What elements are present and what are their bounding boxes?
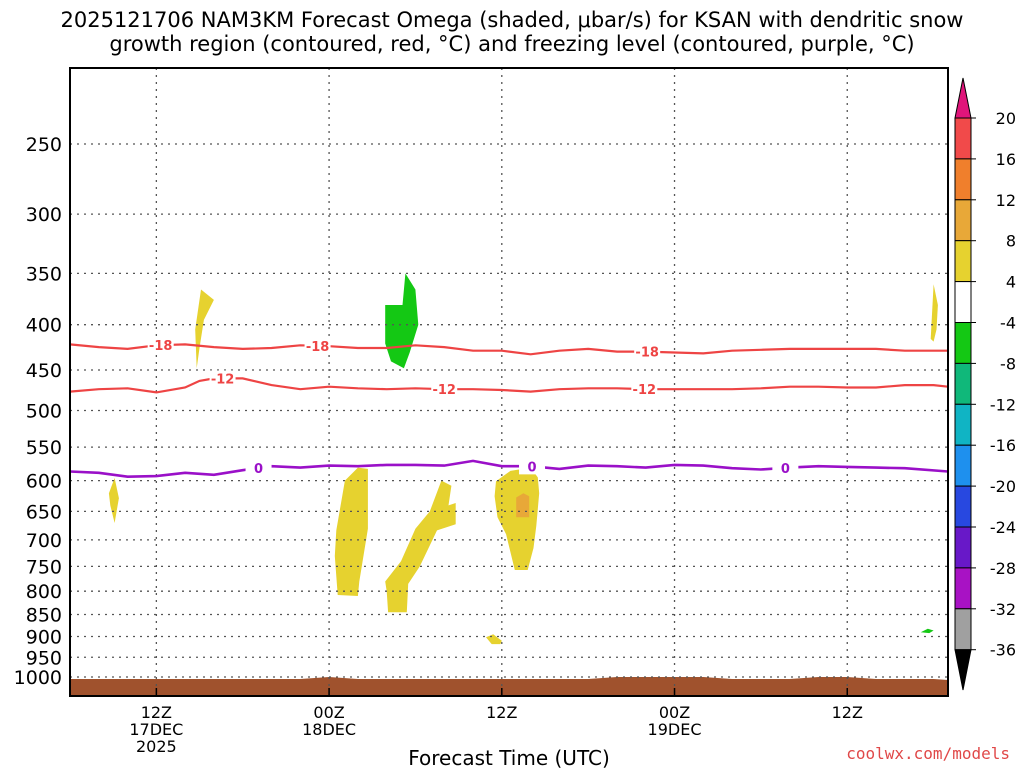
freezing-level-label-bg-0 [245,460,272,477]
colorbar-bin-9 [954,444,972,487]
dgz-minus18-label-0: -18 [149,339,173,354]
colorbar-bin-11 [954,526,972,569]
colorbar-bottom-arrow [954,649,972,691]
dgz-minus18-label-2: -18 [635,346,659,361]
y-tick-500: 500 [26,401,62,423]
y-tick-400: 400 [26,315,62,337]
colorbar-label-2: 12 [996,191,1016,210]
colorbar-label-6: -8 [1000,354,1016,373]
colorbar-bin-4 [954,240,972,283]
dgz-minus18-label-bg-0 [147,337,174,354]
y-tick-750: 750 [26,556,62,578]
freezing-level-label-bg-2 [772,459,799,476]
grid-layer [70,68,948,696]
omega-yellow-7 [930,284,938,342]
dgz-minus12-line [69,377,949,394]
colorbar-bin-1 [954,117,972,160]
colorbar-bin-2 [954,158,972,201]
y-tick-800: 800 [26,581,62,603]
colorbar-label-13: -36 [990,641,1016,660]
x-tick-label-42-0: 00Z [659,703,690,722]
dgz-minus12-label-2: -12 [633,383,657,398]
pressure-axis: 2503003504004505005506006507007508008509… [14,134,62,689]
colorbar-top-arrow [954,77,972,119]
freezing-level-label-2: 0 [781,462,790,477]
colorbar-label-1: 16 [996,150,1016,169]
y-tick-350: 350 [26,263,62,285]
omega-green-1 [385,273,419,369]
freezing-level-label-bg-1 [519,458,546,475]
dgz-minus12-label-1: -12 [432,383,456,398]
omega-shading-layer [108,273,938,645]
omega-yellow-2 [108,478,119,523]
colorbar-label-7: -12 [990,395,1016,414]
omega-yellow-1 [195,289,214,369]
colorbar-bin-7 [954,362,972,405]
y-tick-950: 950 [26,647,62,669]
ground-below-surface [70,677,948,696]
dgz-minus12-label-bg-1 [431,381,458,398]
dgz-minus12-label-bg-2 [631,381,658,398]
x-tick-label-30-0: 12Z [486,703,517,722]
chart-title-line2: growth region (contoured, red, °C) and f… [109,32,915,56]
colorbar-label-3: 8 [1006,232,1016,251]
credit-text: coolwx.com/models [846,744,1010,763]
plot-frame [69,67,949,697]
colorbar-bin-5 [954,281,972,324]
y-tick-300: 300 [26,204,62,226]
y-tick-250: 250 [26,134,62,156]
y-tick-1000: 1000 [14,667,62,689]
colorbar-bin-3 [954,199,972,242]
dgz-minus18-label-bg-2 [634,343,661,360]
colorbar-label-0: 20 [996,109,1016,128]
y-tick-450: 450 [26,360,62,382]
colorbar-bin-6 [954,322,972,364]
x-tick-label-42-1: 19DEC [648,720,702,739]
colorbar-bin-13 [954,608,972,651]
x-tick-label-18-1: 18DEC [302,720,356,739]
omega-yellow-5 [494,467,540,570]
x-tick-label-6-1: 17DEC [129,720,183,739]
freezing-level-label-1: 0 [528,460,537,475]
chart-title-line1: 2025121706 NAM3KM Forecast Omega (shaded… [60,8,964,32]
x-tick-label-6-0: 12Z [141,703,172,722]
y-tick-850: 850 [26,605,62,627]
omega-orange-1 [516,493,530,518]
colorbar-label-5: -4 [1000,314,1016,333]
omega-green-2 [920,628,934,634]
x-tick-label-6-2: 2025 [136,737,177,756]
omega-yellow-4 [385,480,456,613]
dgz-minus12-label-0: -12 [211,372,235,387]
dgz-minus12-label-bg-0 [209,370,236,387]
y-tick-550: 550 [26,437,62,459]
colorbar-label-11: -28 [990,559,1016,578]
y-tick-600: 600 [26,471,62,493]
colorbar-bin-10 [954,485,972,528]
y-tick-650: 650 [26,501,62,523]
x-axis-title: Forecast Time (UTC) [408,746,610,768]
colorbar-label-12: -32 [990,600,1016,619]
colorbar-label-10: -24 [990,518,1016,537]
omega-yellow-3 [334,467,368,596]
colorbar-label-9: -20 [990,477,1016,496]
dgz-minus18-line [69,343,948,356]
dgz-minus18-label-bg-1 [304,337,331,354]
y-tick-900: 900 [26,626,62,648]
colorbar-bin-8 [954,403,972,446]
contour-layer: -18 -18 -18 -12 -12 -12 0 0 0 [69,337,949,479]
colorbar: 20 16 12 8 4 -4 -8 -12 -16 -20 -24 -28 -32 -36 [954,77,1016,691]
y-tick-700: 700 [26,530,62,552]
terrain-layer [70,677,948,696]
colorbar-label-8: -16 [990,436,1016,455]
dgz-minus18-label-1: -18 [306,340,330,355]
colorbar-label-4: 4 [1006,273,1016,292]
freezing-level-label-0: 0 [254,462,263,477]
x-tick-label-54-0: 12Z [832,703,863,722]
x-tick-label-18-0: 00Z [313,703,344,722]
colorbar-bin-12 [954,567,972,610]
omega-yellow-6 [486,634,502,645]
